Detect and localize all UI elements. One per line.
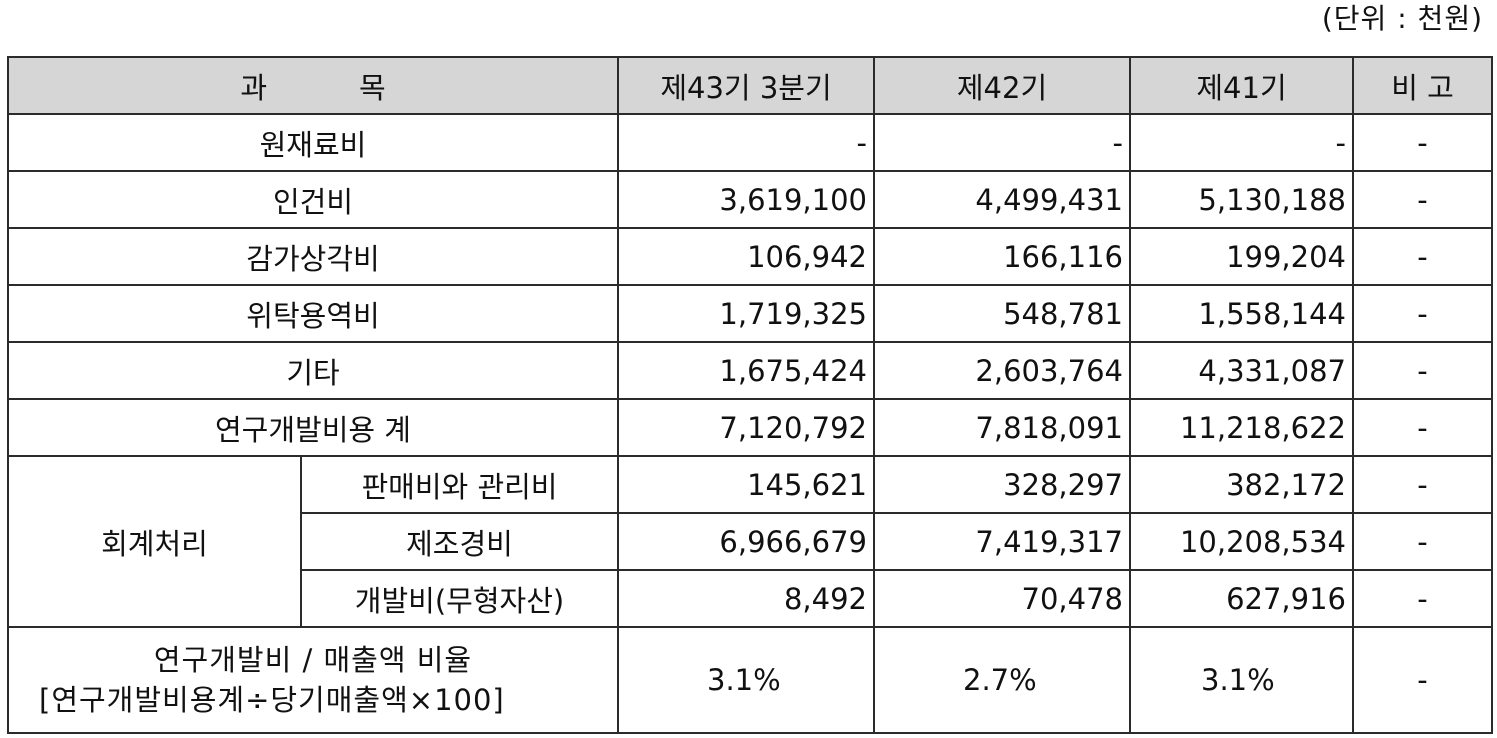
cell-p41: 11,218,622 — [1129, 398, 1354, 457]
cell-remarks: - — [1352, 284, 1493, 343]
cell-p42: 2,603,764 — [873, 341, 1131, 400]
row-label: 연구개발비용 계 — [7, 398, 619, 457]
ratio-label: 연구개발비 / 매출액 비율 [연구개발비용계÷당기매출액×100] — [7, 626, 619, 734]
cell-remarks: - — [1352, 113, 1493, 172]
cell-p41: 10,208,534 — [1129, 512, 1354, 571]
table-row: 감가상각비 106,942 166,116 199,204 - — [7, 227, 1493, 286]
cell-p43q3: 3,619,100 — [617, 170, 875, 229]
header-remarks: 비 고 — [1352, 56, 1493, 115]
cell-remarks: - — [1352, 626, 1493, 734]
cell-p42: - — [873, 113, 1131, 172]
row-label: 위탁용역비 — [7, 284, 619, 343]
cell-p41: 627,916 — [1129, 569, 1354, 628]
cell-remarks: - — [1352, 512, 1493, 571]
cell-p43q3: 7,120,792 — [617, 398, 875, 457]
row-label: 판매비와 관리비 — [300, 455, 619, 514]
header-period-43q3: 제43기 3분기 — [617, 56, 875, 115]
cell-p41: 5,130,188 — [1129, 170, 1354, 229]
cell-p41: 199,204 — [1129, 227, 1354, 286]
table-row: 원재료비 - - - - — [7, 113, 1493, 172]
cell-p42: 548,781 — [873, 284, 1131, 343]
table-row-accounting: 회계처리 판매비와 관리비 145,621 328,297 382,172 - — [7, 455, 1493, 628]
row-label: 기타 — [7, 341, 619, 400]
table-row-ratio: 연구개발비 / 매출액 비율 [연구개발비용계÷당기매출액×100] 3.1% … — [7, 626, 1493, 734]
row-label: 감가상각비 — [7, 227, 619, 286]
cell-p43q3: 8,492 — [617, 569, 875, 628]
unit-note: (단위 : 천원) — [1321, 2, 1483, 35]
cell-p43q3: 1,719,325 — [617, 284, 875, 343]
table-row: 기타 1,675,424 2,603,764 4,331,087 - — [7, 341, 1493, 400]
cell-p43q3: 3.1% — [617, 626, 875, 734]
ratio-label-line2: [연구개발비용계÷당기매출액×100] — [39, 683, 505, 717]
ratio-label-line1: 연구개발비 / 매출액 비율 — [153, 643, 473, 677]
cell-remarks: - — [1352, 398, 1493, 457]
cell-p42: 328,297 — [873, 455, 1131, 514]
cell-remarks: - — [1352, 170, 1493, 229]
cell-p41: 3.1% — [1129, 626, 1354, 734]
cell-p41: 382,172 — [1129, 455, 1354, 514]
ratio-p43q3: 3.1% — [707, 663, 781, 697]
cell-p42: 4,499,431 — [873, 170, 1131, 229]
cell-p42: 7,818,091 — [873, 398, 1131, 457]
cell-p43q3: 1,675,424 — [617, 341, 875, 400]
header-item-b: 목 — [359, 70, 386, 105]
cell-p42: 70,478 — [873, 569, 1131, 628]
cell-remarks: - — [1352, 227, 1493, 286]
cell-p41: - — [1129, 113, 1354, 172]
row-label: 제조경비 — [300, 512, 619, 571]
header-period-41: 제41기 — [1129, 56, 1354, 115]
accounting-group-label: 회계처리 — [7, 455, 302, 628]
ratio-p41: 3.1% — [1201, 663, 1275, 697]
table-row: 위탁용역비 1,719,325 548,781 1,558,144 - — [7, 284, 1493, 343]
cell-p42: 2.7% — [873, 626, 1131, 734]
cell-remarks: - — [1352, 569, 1493, 628]
cell-p41: 1,558,144 — [1129, 284, 1354, 343]
header-item-a: 과 — [240, 70, 267, 105]
table-row: 인건비 3,619,100 4,499,431 5,130,188 - — [7, 170, 1493, 229]
ratio-p42: 2.7% — [963, 663, 1037, 697]
cell-p43q3: - — [617, 113, 875, 172]
cell-remarks: - — [1352, 341, 1493, 400]
cell-p41: 4,331,087 — [1129, 341, 1354, 400]
cell-p42: 7,419,317 — [873, 512, 1131, 571]
cell-p43q3: 106,942 — [617, 227, 875, 286]
row-label: 원재료비 — [7, 113, 619, 172]
row-label: 개발비(무형자산) — [300, 569, 619, 628]
table-row-accounting: 제조경비 6,966,679 7,419,317 10,208,534 - — [8, 512, 1493, 571]
cell-p43q3: 6,966,679 — [617, 512, 875, 571]
cell-remarks: - — [1352, 455, 1493, 514]
row-label: 인건비 — [7, 170, 619, 229]
table-row-total: 연구개발비용 계 7,120,792 7,818,091 11,218,622 … — [7, 398, 1493, 457]
cell-p42: 166,116 — [873, 227, 1131, 286]
cell-p43q3: 145,621 — [617, 455, 875, 514]
table-row-accounting: 개발비(무형자산) 8,492 70,478 627,916 - — [8, 569, 1493, 628]
header-period-42: 제42기 — [873, 56, 1131, 115]
